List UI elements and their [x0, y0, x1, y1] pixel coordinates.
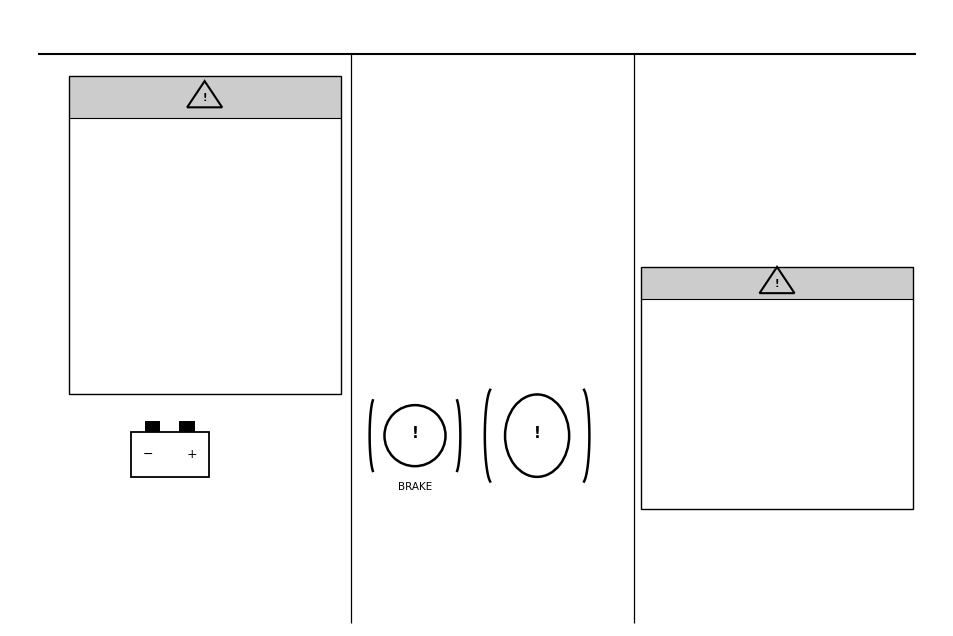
Text: BRAKE: BRAKE [397, 482, 432, 492]
Text: !: ! [411, 426, 418, 441]
Text: !: ! [774, 279, 779, 289]
Bar [640, 267, 912, 298]
Bar [179, 421, 194, 432]
Bar [640, 267, 912, 509]
Bar [145, 421, 160, 432]
Text: −: − [143, 448, 153, 461]
Text: !: ! [202, 93, 207, 103]
Bar [69, 76, 340, 118]
Bar [69, 76, 340, 394]
Text: !: ! [533, 426, 540, 441]
Bar [131, 432, 209, 477]
Text: +: + [186, 448, 197, 461]
